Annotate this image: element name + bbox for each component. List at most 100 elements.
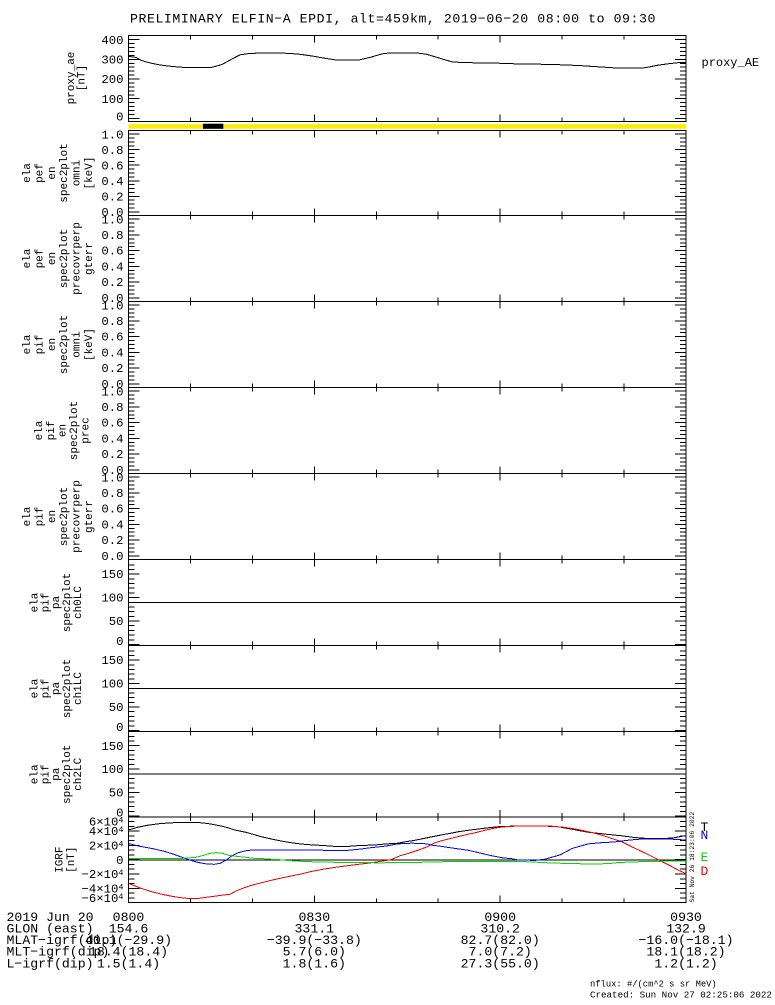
svg-text:pa: pa: [51, 682, 63, 696]
svg-text:0.0: 0.0: [101, 464, 123, 478]
svg-text:ela: ela: [22, 334, 34, 354]
svg-text:pef: pef: [34, 163, 46, 183]
svg-text:331.1: 331.1: [295, 922, 335, 937]
svg-text:0930: 0930: [670, 910, 702, 925]
svg-text:en: en: [57, 424, 69, 437]
svg-text:prec: prec: [81, 417, 93, 443]
svg-text:pif: pif: [40, 764, 52, 784]
svg-text:0.0: 0.0: [101, 550, 123, 564]
svg-text:pif: pif: [34, 335, 46, 355]
svg-text:nflux: #/(cm^2 s sr MeV): nflux: #/(cm^2 s sr MeV): [590, 979, 717, 989]
svg-text:0.4: 0.4: [101, 519, 123, 533]
svg-text:6×104: 6×104: [89, 815, 124, 829]
svg-text:0: 0: [116, 854, 123, 868]
svg-text:gterr: gterr: [84, 242, 96, 275]
svg-text:0.6: 0.6: [101, 245, 123, 259]
svg-text:1.2(1.2): 1.2(1.2): [654, 956, 717, 971]
svg-text:0.6: 0.6: [101, 331, 123, 345]
svg-text:50: 50: [109, 787, 124, 801]
svg-text:proxy_AE: proxy_AE: [702, 56, 760, 70]
svg-text:spec2plot: spec2plot: [62, 745, 74, 804]
svg-text:ch2LC: ch2LC: [73, 757, 85, 790]
svg-text:ch0LC: ch0LC: [73, 586, 85, 619]
svg-text:spec2plot: spec2plot: [69, 401, 81, 460]
svg-text:spec2plot: spec2plot: [59, 143, 71, 202]
svg-text:omni: omni: [72, 159, 84, 186]
svg-text:0: 0: [116, 807, 123, 821]
svg-text:spec2plot: spec2plot: [62, 659, 74, 718]
svg-text:−16.0(−18.1): −16.0(−18.1): [639, 933, 734, 948]
svg-text:310.2: 310.2: [480, 922, 520, 937]
svg-text:−4×104: −4×104: [81, 882, 123, 896]
svg-text:ch1LC: ch1LC: [73, 672, 85, 705]
svg-text:5.7(6.0): 5.7(6.0): [283, 945, 346, 960]
svg-text:0900: 0900: [484, 910, 516, 925]
svg-text:N: N: [701, 828, 709, 843]
svg-text:en: en: [47, 166, 59, 179]
svg-text:0.2: 0.2: [101, 534, 123, 548]
svg-text:1.0: 1.0: [101, 299, 123, 313]
svg-text:en: en: [47, 338, 59, 351]
svg-text:0.2: 0.2: [101, 448, 123, 462]
svg-text:pa: pa: [51, 767, 63, 781]
svg-text:spec2plot: spec2plot: [62, 573, 74, 632]
svg-text:omni: omni: [72, 331, 84, 358]
svg-text:0.2: 0.2: [101, 362, 123, 376]
svg-text:ela: ela: [22, 248, 34, 268]
svg-text:pif: pif: [40, 593, 52, 613]
svg-text:L−igrf(dip): L−igrf(dip): [7, 956, 94, 971]
svg-text:MLT−igrf(dip): MLT−igrf(dip): [7, 945, 110, 960]
svg-text:200: 200: [101, 73, 123, 87]
svg-text:0.2: 0.2: [101, 190, 123, 204]
svg-text:E: E: [701, 850, 709, 865]
svg-text:Sat Nov 26 18:23:06 2022: Sat Nov 26 18:23:06 2022: [689, 812, 696, 903]
svg-text:300: 300: [101, 54, 123, 68]
svg-text:pa: pa: [51, 596, 63, 610]
svg-text:−2×104: −2×104: [81, 868, 123, 882]
svg-text:ela: ela: [30, 764, 42, 784]
svg-text:IGRF: IGRF: [54, 846, 66, 872]
svg-text:1.0: 1.0: [101, 128, 123, 142]
svg-text:0.8: 0.8: [101, 144, 123, 158]
svg-text:D: D: [701, 864, 709, 879]
svg-text:precovrperp: precovrperp: [72, 480, 84, 553]
svg-text:proxy_ae: proxy_ae: [66, 52, 78, 105]
svg-text:ela: ela: [30, 678, 42, 698]
svg-text:0.0: 0.0: [101, 206, 123, 220]
svg-text:0830: 0830: [298, 910, 330, 925]
svg-text:T: T: [701, 820, 709, 835]
svg-text:ela: ela: [22, 506, 34, 526]
svg-text:0.4: 0.4: [101, 261, 123, 275]
svg-text:ela: ela: [30, 592, 42, 612]
svg-text:150: 150: [101, 740, 123, 754]
svg-text:7.0(7.2): 7.0(7.2): [469, 945, 532, 960]
svg-text:spec2plot: spec2plot: [59, 315, 71, 374]
svg-text:132.9: 132.9: [666, 922, 706, 937]
svg-text:40.1(−29.9): 40.1(−29.9): [85, 933, 172, 948]
svg-text:precovrperp: precovrperp: [72, 222, 84, 295]
svg-text:0.0: 0.0: [101, 378, 123, 392]
svg-text:MLAT−igrf(dip): MLAT−igrf(dip): [7, 933, 118, 948]
svg-text:en: en: [47, 252, 59, 265]
svg-text:0.4: 0.4: [101, 175, 123, 189]
svg-text:ela: ela: [22, 163, 34, 183]
svg-text:100: 100: [101, 592, 123, 606]
svg-text:154.6: 154.6: [109, 922, 149, 937]
svg-text:4×104: 4×104: [89, 825, 124, 839]
svg-text:0.8: 0.8: [101, 229, 123, 243]
svg-text:0: 0: [116, 635, 123, 649]
svg-text:0.4: 0.4: [101, 347, 123, 361]
svg-text:pif: pif: [40, 679, 52, 699]
svg-text:PRELIMINARY ELFIN−A EPDI, alt=: PRELIMINARY ELFIN−A EPDI, alt=459km, 201…: [130, 11, 656, 26]
svg-text:0.0: 0.0: [101, 292, 123, 306]
svg-text:50: 50: [109, 701, 124, 715]
svg-text:spec2plot: spec2plot: [59, 229, 71, 288]
svg-text:0.6: 0.6: [101, 503, 123, 517]
svg-text:400: 400: [101, 34, 123, 48]
svg-text:18.4(18.4): 18.4(18.4): [89, 945, 168, 960]
svg-text:100: 100: [101, 763, 123, 777]
svg-text:1.0: 1.0: [101, 213, 123, 227]
svg-text:100: 100: [101, 93, 123, 107]
svg-text:[keV]: [keV]: [84, 328, 96, 361]
svg-text:[nT]: [nT]: [66, 846, 78, 872]
